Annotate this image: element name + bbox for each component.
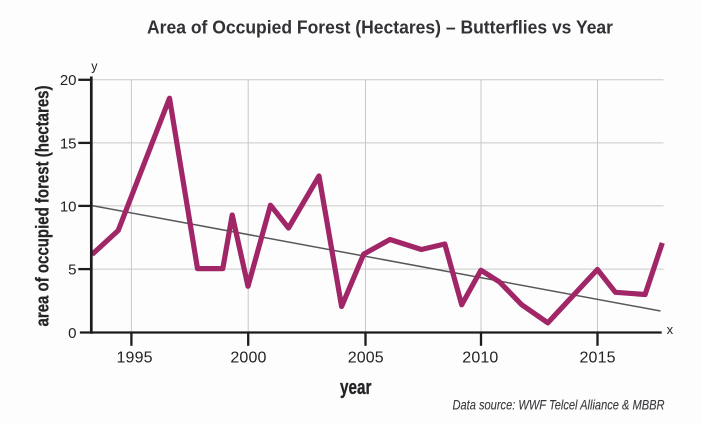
svg-text:10: 10 — [60, 198, 77, 215]
svg-text:2000: 2000 — [230, 350, 266, 367]
svg-text:15: 15 — [60, 135, 77, 152]
svg-text:20: 20 — [60, 72, 77, 89]
svg-text:y: y — [91, 59, 98, 73]
svg-text:2005: 2005 — [348, 350, 384, 367]
svg-text:0: 0 — [68, 325, 76, 342]
svg-text:x: x — [667, 322, 674, 337]
svg-text:Area of Occupied Forest (Hecta: Area of Occupied Forest (Hectares) – But… — [147, 18, 613, 38]
svg-text:2010: 2010 — [462, 350, 498, 367]
svg-text:year: year — [340, 377, 372, 399]
svg-text:Data source: WWF Telcel Allian: Data source: WWF Telcel Alliance & MBBR — [453, 396, 665, 412]
svg-text:2015: 2015 — [580, 350, 616, 367]
svg-text:5: 5 — [68, 262, 76, 279]
svg-text:area of occupied forest (hecta: area of occupied forest (hectares) — [31, 85, 52, 326]
svg-text:1995: 1995 — [117, 350, 153, 367]
